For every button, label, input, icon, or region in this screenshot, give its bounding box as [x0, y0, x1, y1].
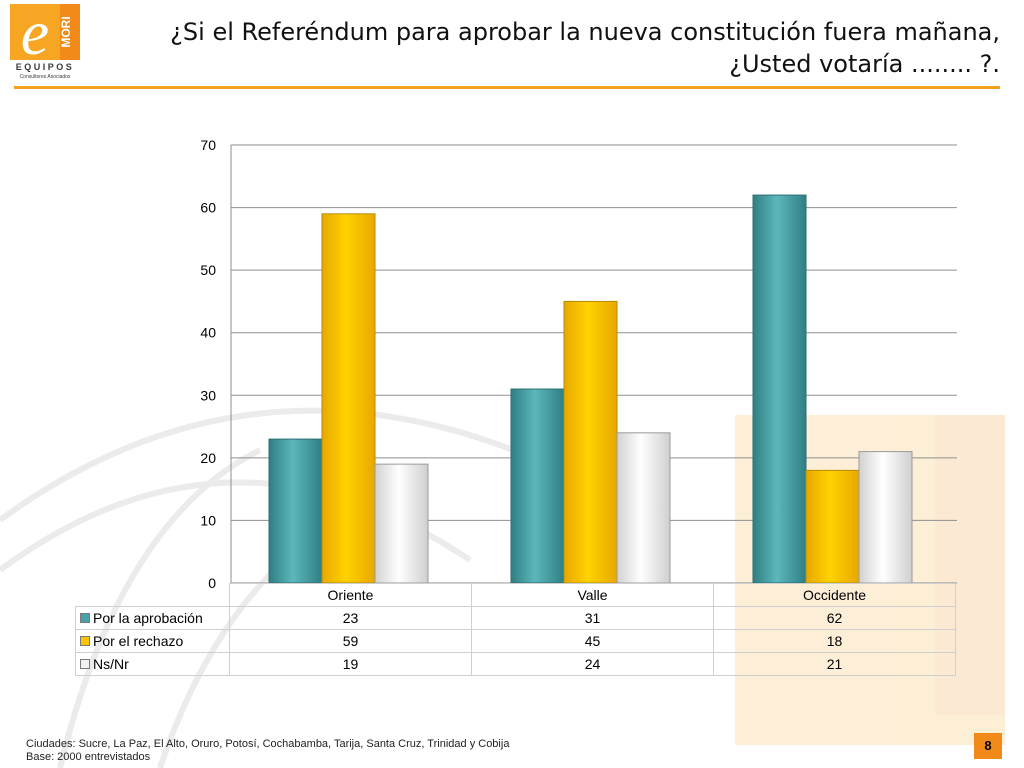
- svg-text:e: e: [21, 4, 49, 62]
- table-corner: [75, 583, 230, 607]
- table-cell: 62: [713, 606, 956, 630]
- table-header-row: Oriente Valle Occidente: [75, 583, 956, 607]
- legend-swatch-rechazo: [80, 636, 90, 646]
- legend-swatch-nsnr: [80, 659, 90, 669]
- table-cell: 24: [471, 652, 714, 676]
- table-row-label: Por el rechazo: [75, 629, 230, 653]
- bar-oriente-series-3: [374, 463, 429, 584]
- title-line-2: ¿Usted votaría ........ ?.: [729, 50, 1000, 78]
- table-cell: 31: [471, 606, 714, 630]
- y-tick-label: 70: [200, 137, 216, 153]
- table-cell: 59: [229, 629, 472, 653]
- bar-occidente-series-1: [752, 194, 807, 584]
- table-cell: 18: [713, 629, 956, 653]
- title-line-1: ¿Si el Referéndum para aprobar la nueva …: [170, 18, 1000, 46]
- bar-oriente-series-1: [268, 438, 323, 584]
- table-cell: 19: [229, 652, 472, 676]
- table-header-cell: Valle: [471, 583, 714, 607]
- y-tick-label: 0: [208, 575, 216, 591]
- bar-occidente-series-2: [805, 469, 860, 584]
- table-row: Por la aprobación 23 31 62: [75, 606, 956, 630]
- y-tick-label: 60: [200, 200, 216, 216]
- table-row-label: Ns/Nr: [75, 652, 230, 676]
- table-cell: 21: [713, 652, 956, 676]
- bar-valle-series-3: [616, 432, 671, 584]
- legend-swatch-aprobacion: [80, 613, 90, 623]
- bar-oriente-series-2: [321, 213, 376, 584]
- table-row: Ns/Nr 19 24 21: [75, 652, 956, 676]
- table-cell: 45: [471, 629, 714, 653]
- table-row-label: Por la aprobación: [75, 606, 230, 630]
- y-tick-label: 20: [200, 450, 216, 466]
- svg-text:MORI: MORI: [59, 16, 73, 47]
- y-tick-label: 30: [200, 387, 216, 403]
- y-tick-label: 50: [200, 262, 216, 278]
- page-number: 8: [974, 733, 1002, 759]
- footer-cities: Ciudades: Sucre, La Paz, El Alto, Oruro,…: [26, 738, 510, 750]
- footer-note: Ciudades: Sucre, La Paz, El Alto, Oruro,…: [26, 738, 509, 764]
- table-cell: 23: [229, 606, 472, 630]
- title-divider: [14, 86, 1000, 89]
- bar-valle-series-1: [510, 388, 565, 584]
- y-tick-label: 10: [200, 512, 216, 528]
- table-header-cell: Occidente: [713, 583, 956, 607]
- page-title: ¿Si el Referéndum para aprobar la nueva …: [120, 16, 1000, 80]
- table-row: Por el rechazo 59 45 18: [75, 629, 956, 653]
- logo-sub: Consultores Asociados: [19, 74, 71, 80]
- table-header-cell: Oriente: [229, 583, 472, 607]
- data-table: Oriente Valle Occidente Por la aprobació…: [75, 583, 956, 676]
- logo-brand: EQUIPOS: [15, 62, 75, 72]
- company-logo: e MORI EQUIPOS Consultores Asociados: [10, 4, 80, 84]
- bar-occidente-series-3: [858, 451, 913, 584]
- bar-valle-series-2: [563, 300, 618, 584]
- footer-base: Base: 2000 entrevistados: [26, 751, 151, 763]
- y-tick-label: 40: [200, 325, 216, 341]
